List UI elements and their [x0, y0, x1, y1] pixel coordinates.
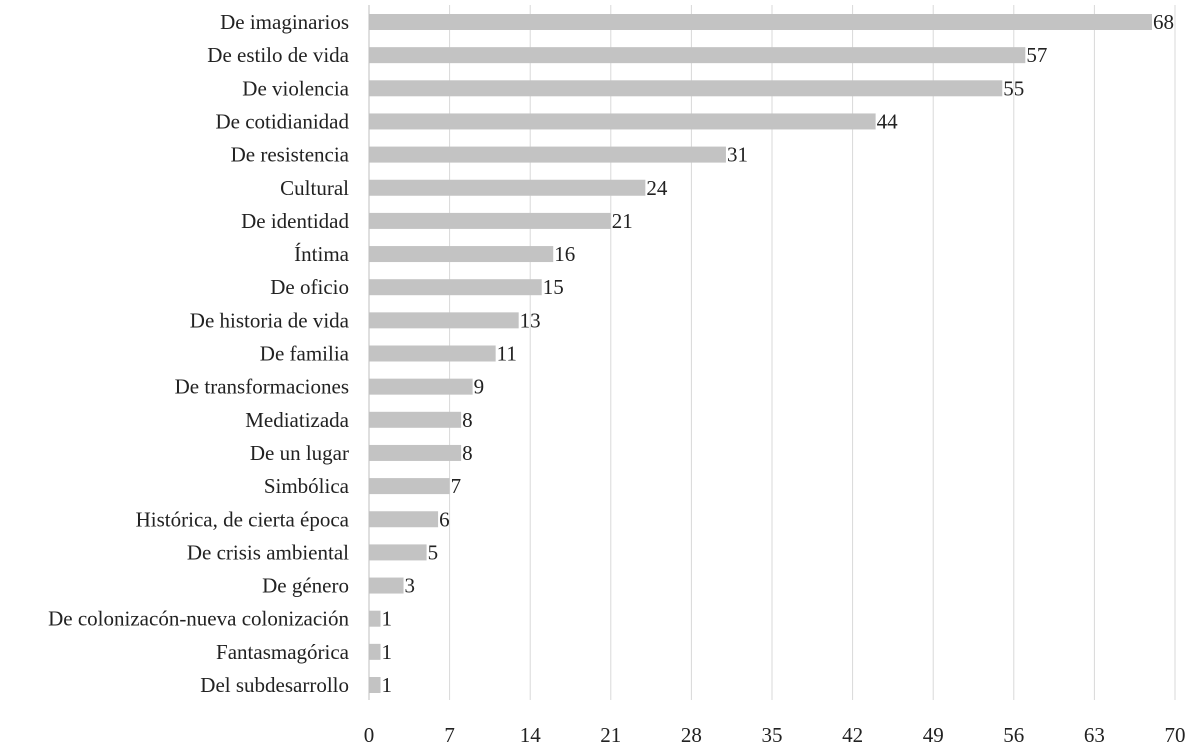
- value-label: 3: [405, 574, 416, 598]
- bar: [369, 80, 1003, 97]
- category-label: De familia: [260, 342, 350, 366]
- x-tick-label: 49: [923, 723, 944, 744]
- value-label: 11: [497, 342, 517, 366]
- bar: [369, 113, 876, 130]
- bar: [369, 345, 496, 362]
- value-label: 6: [439, 507, 450, 531]
- value-label: 16: [554, 242, 575, 266]
- category-label: De identidad: [241, 209, 349, 233]
- category-label: De transformaciones: [175, 375, 349, 399]
- bar: [369, 14, 1152, 30]
- value-label: 68: [1153, 10, 1174, 34]
- category-label: De crisis ambiental: [187, 540, 349, 564]
- bar: [369, 212, 611, 229]
- category-label: Fantasmagórica: [216, 640, 350, 664]
- bar: [369, 47, 1026, 64]
- category-label: De cotidianidad: [215, 109, 349, 133]
- value-label: 1: [382, 640, 393, 664]
- value-label: 24: [646, 176, 668, 200]
- value-label: 13: [520, 308, 541, 332]
- category-label: De historia de vida: [190, 308, 350, 332]
- bar: [369, 577, 404, 594]
- value-label: 1: [382, 673, 393, 697]
- bar: [369, 146, 726, 163]
- value-label: 8: [462, 408, 473, 432]
- category-label: Simbólica: [264, 474, 350, 498]
- bar: [369, 246, 554, 263]
- category-label: Mediatizada: [245, 408, 349, 432]
- x-tick-label: 35: [762, 723, 783, 744]
- bar: [369, 677, 381, 693]
- x-tick-label: 63: [1084, 723, 1105, 744]
- x-tick-label: 7: [444, 723, 455, 744]
- bar: [369, 444, 462, 461]
- x-axis-tick-labels: 0 7 14 21 28 35 42 49 56 63 70: [364, 723, 1186, 744]
- x-tick-label: 42: [842, 723, 863, 744]
- bar: [369, 643, 381, 660]
- value-label: 7: [451, 474, 462, 498]
- x-tick-label: 56: [1003, 723, 1024, 744]
- bar: [369, 411, 462, 428]
- value-label: 55: [1003, 76, 1024, 100]
- category-labels: De imaginarios De estilo de vida De violen…: [48, 10, 350, 697]
- value-label: 21: [612, 209, 633, 233]
- value-label: 57: [1026, 43, 1047, 67]
- category-label: Histórica, de cierta época: [136, 507, 350, 531]
- category-label: Íntima: [294, 242, 349, 266]
- value-label: 9: [474, 375, 485, 399]
- value-label: 5: [428, 540, 439, 564]
- category-label: De estilo de vida: [207, 43, 349, 67]
- category-label: De imaginarios: [220, 10, 349, 34]
- category-label: De género: [262, 574, 349, 598]
- category-label: De un lugar: [250, 441, 349, 465]
- bar: [369, 478, 450, 495]
- x-tick-label: 0: [364, 723, 375, 744]
- value-label: 31: [727, 143, 748, 167]
- bar: [369, 312, 519, 329]
- category-label: De resistencia: [231, 143, 350, 167]
- bar: [369, 610, 381, 627]
- x-tick-label: 21: [600, 723, 621, 744]
- value-label: 15: [543, 275, 564, 299]
- value-label: 1: [382, 607, 393, 631]
- category-label: Del subdesarrollo: [200, 673, 349, 697]
- x-tick-label: 70: [1165, 723, 1186, 744]
- bar: [369, 179, 646, 196]
- bars: [369, 14, 1152, 693]
- bar: [369, 378, 473, 395]
- bar: [369, 511, 439, 528]
- value-label: 8: [462, 441, 473, 465]
- category-label: De oficio: [270, 275, 349, 299]
- value-label: 44: [877, 109, 899, 133]
- grid-lines: [449, 5, 1176, 700]
- category-label: Cultural: [280, 176, 349, 200]
- x-tick-label: 14: [520, 723, 542, 744]
- x-tick-label: 28: [681, 723, 702, 744]
- bar: [369, 544, 427, 561]
- bar: [369, 279, 542, 296]
- category-label: De violencia: [242, 76, 349, 100]
- category-label: De colonizacón-nueva colonización: [48, 607, 349, 631]
